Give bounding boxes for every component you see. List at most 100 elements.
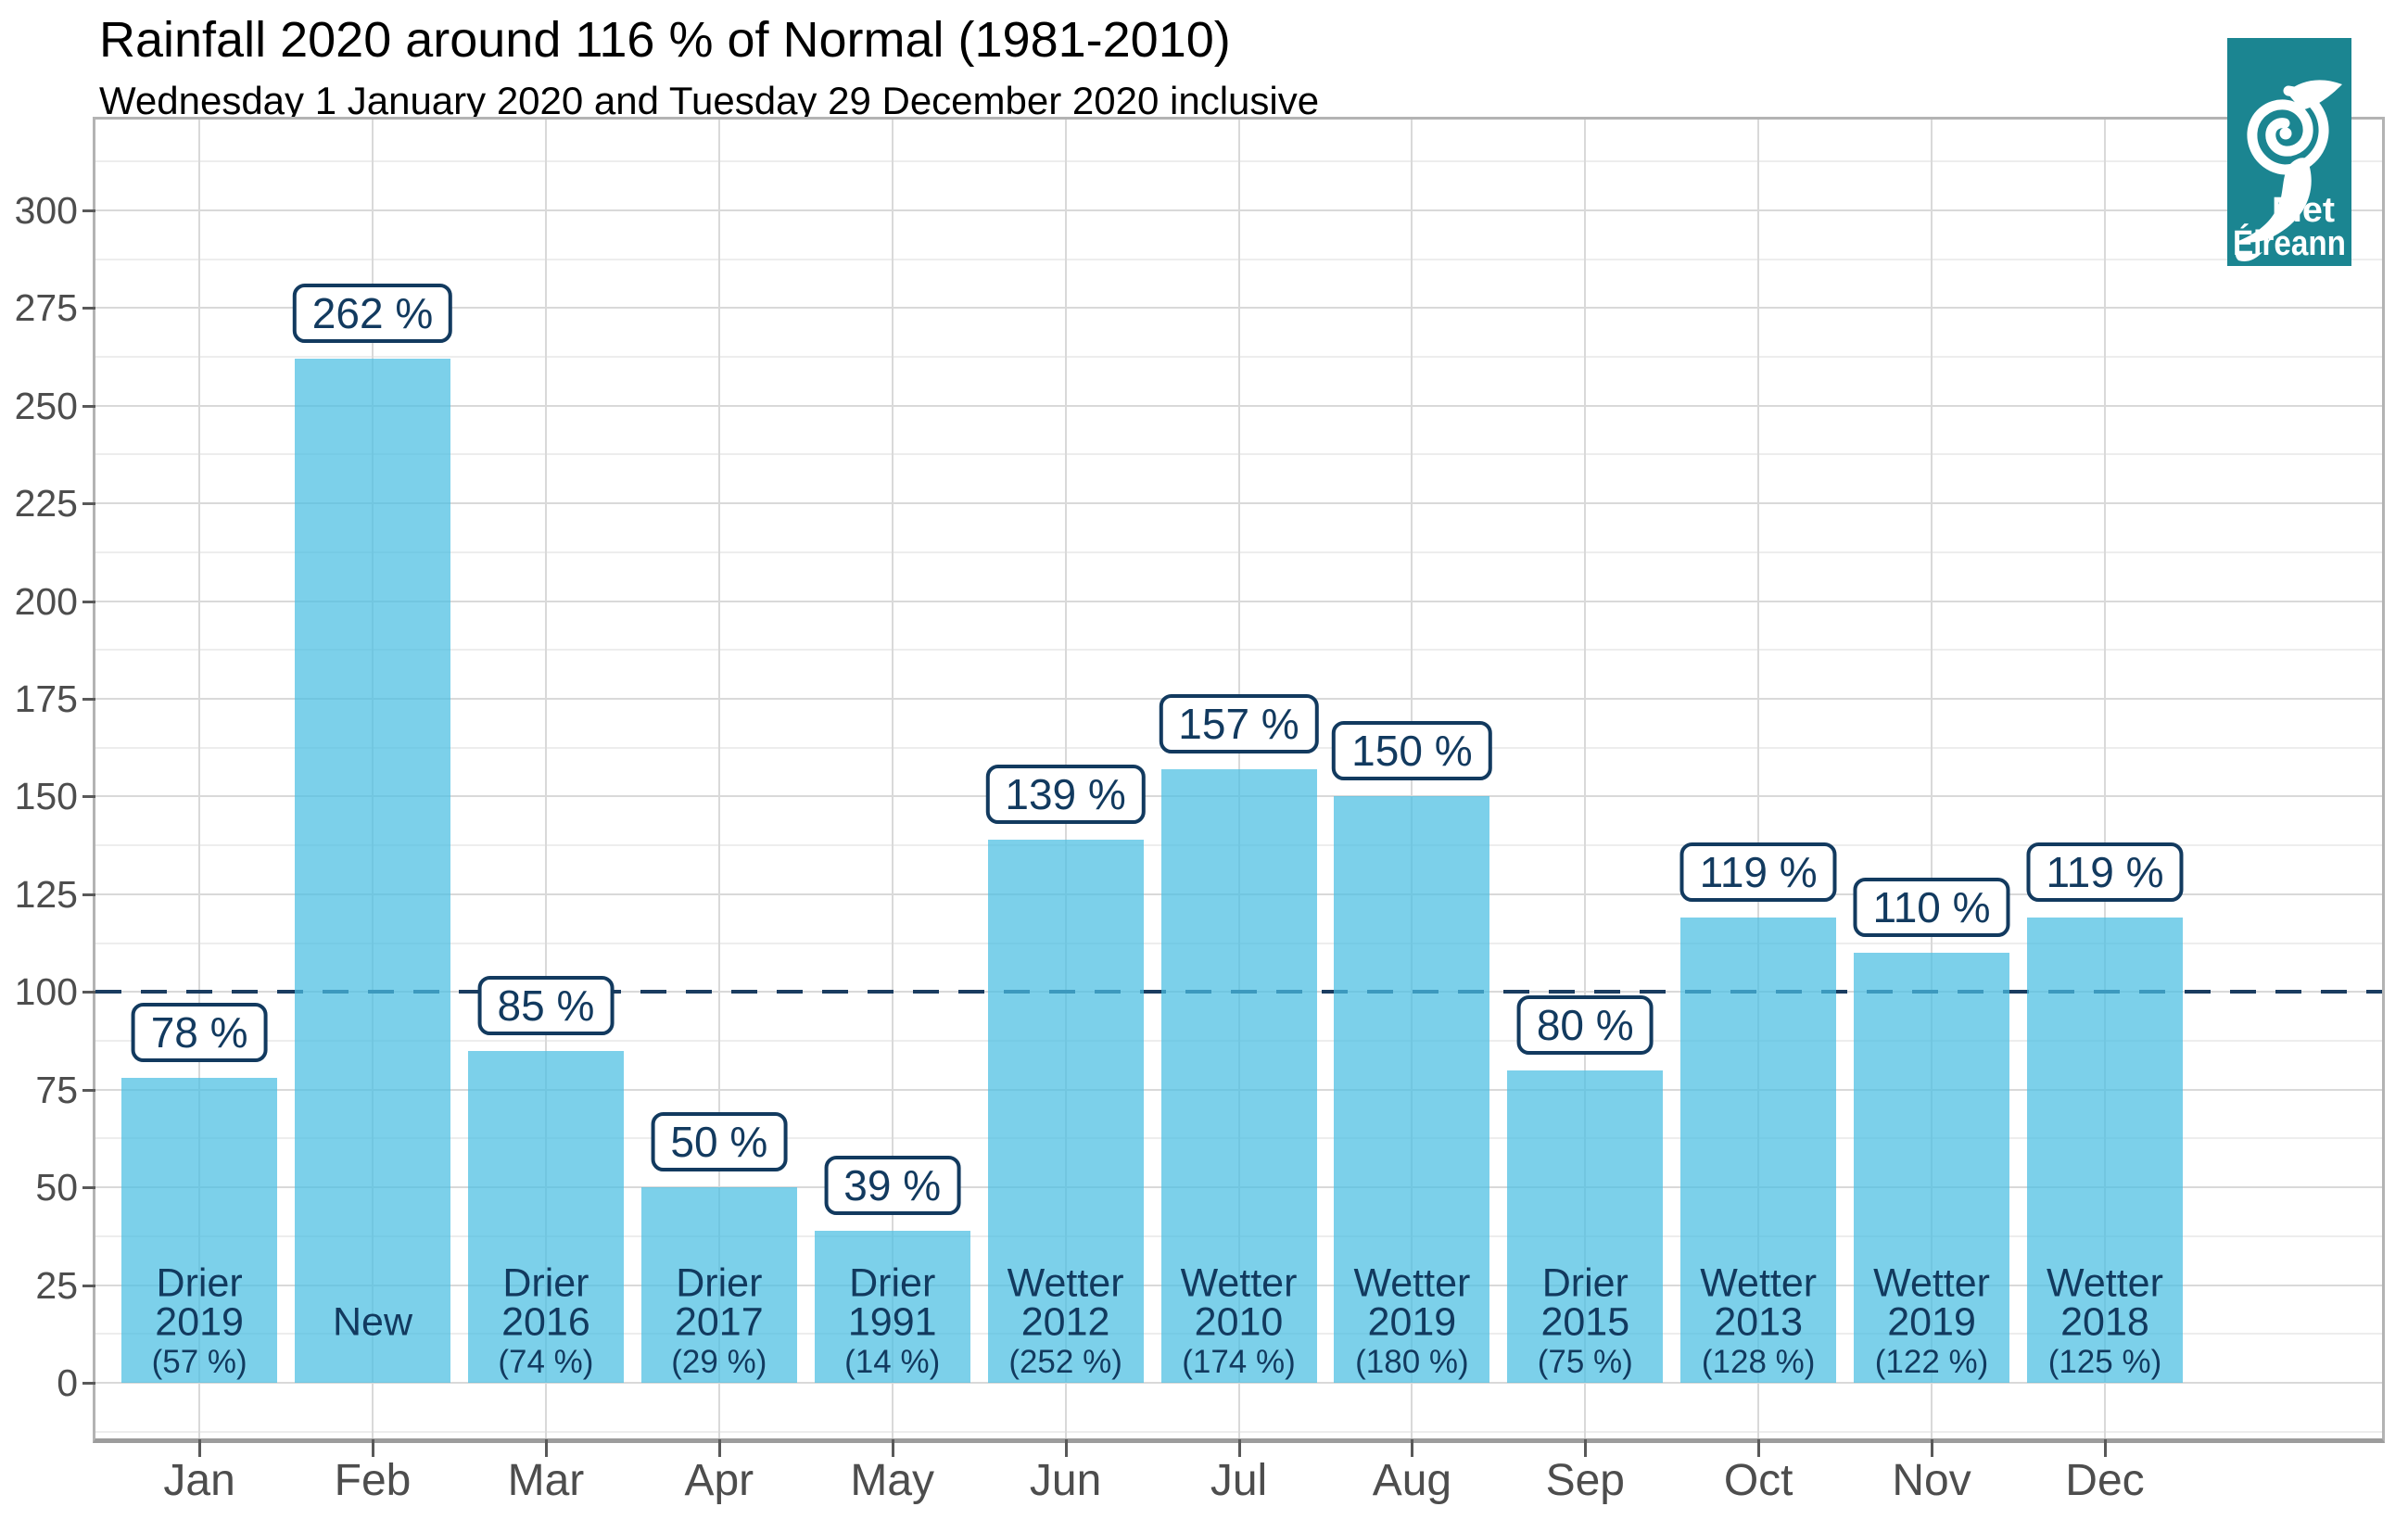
- y-axis-tick: [82, 209, 95, 212]
- y-axis-tick: [82, 698, 95, 702]
- x-axis-label-Mar: Mar: [507, 1456, 585, 1505]
- x-axis-label-Nov: Nov: [1892, 1456, 1971, 1505]
- y-axis-label: 125: [14, 872, 78, 916]
- bar-annotation-Jun: 2012: [1020, 1299, 1110, 1345]
- gridline-major-v: [1757, 120, 1760, 1438]
- x-axis-tick: [1931, 1439, 1934, 1457]
- y-axis-tick: [82, 404, 95, 408]
- y-axis-tick: [82, 1088, 95, 1092]
- x-axis-tick: [198, 1439, 202, 1457]
- bar-annotation-May: 1991: [847, 1299, 937, 1345]
- x-axis-tick: [717, 1439, 721, 1457]
- bar-annotation-Jul: (174 %): [1182, 1344, 1296, 1380]
- x-axis-label-Oct: Oct: [1723, 1456, 1793, 1505]
- hurricane-swirl-icon: Met Éireann: [2227, 38, 2351, 266]
- bar-Sep: [1507, 1070, 1663, 1383]
- y-axis-label: 0: [57, 1361, 78, 1404]
- value-label-Jul: 157 %: [1159, 693, 1319, 753]
- bar-annotation-Nov: Wetter: [1873, 1260, 1990, 1306]
- bar-annotation-Apr: 2017: [674, 1299, 764, 1345]
- x-axis-label-Aug: Aug: [1372, 1456, 1452, 1505]
- gridline-major-v: [544, 120, 547, 1438]
- x-axis-label-Apr: Apr: [684, 1456, 754, 1505]
- y-axis-label: 50: [35, 1166, 78, 1209]
- bar-Aug: [1334, 796, 1489, 1383]
- bar-May: [815, 1231, 970, 1383]
- bar-Feb: [295, 359, 450, 1383]
- bar-annotation-Apr: (29 %): [671, 1344, 767, 1380]
- x-axis-label-Sep: Sep: [1545, 1456, 1625, 1505]
- value-label-Jun: 139 %: [985, 764, 1146, 824]
- swirl-tail-flick: [2235, 249, 2262, 261]
- swirl-top-flare: [2287, 80, 2342, 110]
- bar-annotation-Aug: (180 %): [1355, 1344, 1469, 1380]
- x-axis-label-Dec: Dec: [2065, 1456, 2145, 1505]
- y-axis-tick: [82, 307, 95, 310]
- bar-annotation-Oct: Wetter: [1700, 1260, 1818, 1306]
- bar-annotation-Oct: 2013: [1714, 1299, 1804, 1345]
- bar-Nov: [1854, 953, 2009, 1383]
- x-axis-label-May: May: [850, 1456, 935, 1505]
- x-axis-label-Jul: Jul: [1210, 1456, 1268, 1505]
- y-axis-tick: [82, 600, 95, 603]
- value-label-Oct: 119 %: [1679, 842, 1837, 903]
- value-label-Apr: 50 %: [651, 1112, 788, 1172]
- gridline-major-v: [2103, 120, 2106, 1438]
- value-label-Aug: 150 %: [1332, 721, 1492, 781]
- bar-annotation-Aug: 2019: [1367, 1299, 1457, 1345]
- swirl-spiral: [2247, 85, 2329, 175]
- bar-Jan: [121, 1078, 277, 1383]
- bar-annotation-Mar: Drier: [502, 1260, 589, 1306]
- bar-annotation-Jan: 2019: [155, 1299, 244, 1345]
- gridline-major-v: [891, 120, 893, 1438]
- value-label-Feb: 262 %: [292, 284, 453, 344]
- bar-annotation-Mar: 2016: [501, 1299, 590, 1345]
- bar-annotation-Jul: Wetter: [1180, 1260, 1298, 1306]
- swirl-tail: [2238, 158, 2312, 243]
- x-axis-label-Feb: Feb: [334, 1456, 412, 1505]
- bar-annotation-Mar: (74 %): [498, 1344, 594, 1380]
- bar-annotation-Nov: 2019: [1887, 1299, 1976, 1345]
- y-axis-tick: [82, 1382, 95, 1385]
- bar-Oct: [1680, 918, 1836, 1383]
- y-axis-tick: [82, 991, 95, 994]
- value-label-Sep: 80 %: [1516, 994, 1654, 1055]
- gridline-major-v: [1584, 120, 1587, 1438]
- bar-annotation-Jun: Wetter: [1007, 1260, 1124, 1306]
- bar-annotation-Dec: Wetter: [2047, 1260, 2163, 1306]
- met-eireann-logo: Met Éireann: [2227, 38, 2351, 266]
- y-axis-label: 225: [14, 482, 78, 525]
- x-axis-label-Jan: Jan: [163, 1456, 235, 1505]
- bar-annotation-Dec: 2018: [2060, 1299, 2149, 1345]
- bar-annotation-Sep: 2015: [1540, 1299, 1630, 1345]
- y-axis-tick: [82, 893, 95, 896]
- gridline-major-v: [198, 120, 201, 1438]
- x-axis-tick: [891, 1439, 894, 1457]
- y-axis-label: 200: [14, 579, 78, 623]
- y-axis-label: 250: [14, 384, 78, 427]
- x-axis-label-Jun: Jun: [1029, 1456, 1102, 1505]
- bar-annotation-Apr: Drier: [676, 1260, 763, 1306]
- value-label-May: 39 %: [824, 1155, 961, 1215]
- bar-Apr: [641, 1187, 797, 1383]
- value-label-Dec: 119 %: [2026, 842, 2184, 903]
- x-axis-tick: [544, 1439, 548, 1457]
- x-axis-tick: [1411, 1439, 1414, 1457]
- y-axis-label: 300: [14, 188, 78, 232]
- value-label-Mar: 85 %: [477, 975, 615, 1035]
- bar-annotation-Jun: (252 %): [1008, 1344, 1122, 1380]
- bar-annotation-Nov: (122 %): [1874, 1344, 1989, 1380]
- gridline-major-v: [717, 120, 720, 1438]
- x-axis-tick: [1237, 1439, 1241, 1457]
- bar-Jun: [988, 840, 1144, 1383]
- bar-annotation-Dec: (125 %): [2047, 1344, 2162, 1380]
- x-axis-tick: [1584, 1439, 1588, 1457]
- bar-Mar: [468, 1051, 624, 1383]
- y-axis-label: 275: [14, 286, 78, 330]
- y-axis-tick: [82, 795, 95, 799]
- chart-subtitle: Wednesday 1 January 2020 and Tuesday 29 …: [99, 79, 1320, 122]
- bar-Jul: [1161, 769, 1317, 1383]
- bar-annotation-Aug: Wetter: [1353, 1260, 1471, 1306]
- value-label-Nov: 110 %: [1853, 878, 2010, 938]
